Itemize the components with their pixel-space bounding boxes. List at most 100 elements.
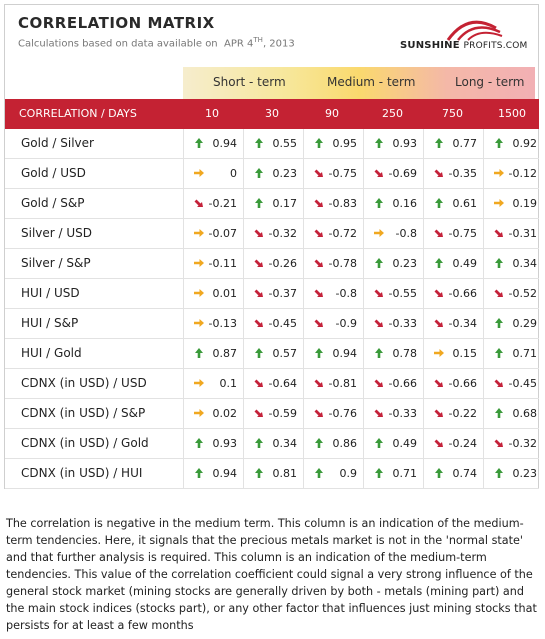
table-cell: -0.24 [423,429,483,459]
table-row: HUI / Gold 0.87 0.57 0.94 0.78 0.15 0.71 [5,339,539,369]
table-cell: 0.77 [423,129,483,159]
row-label: CDNX (in USD) / S&P [21,406,146,420]
table-cell: -0.33 [363,309,423,339]
cell-value: 0.94 [212,467,238,480]
row-label: HUI / USD [21,286,80,300]
table-cell: 0.86 [303,429,363,459]
table-cell: 0.55 [243,129,303,159]
cell-value: 0.77 [452,137,478,150]
table-cell: 0.15 [423,339,483,369]
cell-value: -0.32 [508,437,537,450]
table-cell: -0.76 [303,399,363,429]
term-long: Long - term [455,75,525,89]
arrow-up-icon [435,468,443,478]
arrow-up-icon [255,348,263,358]
arrow-down-icon [434,319,443,327]
arrow-down-icon [434,169,443,177]
arrow-down-icon [374,319,383,327]
arrow-down-icon [374,409,383,417]
cell-value: 0.55 [272,137,298,150]
table-cell: -0.72 [303,219,363,249]
cell-value: 0.57 [272,347,298,360]
arrow-up-icon [435,138,443,148]
cell-value: -0.66 [388,377,417,390]
cell-value: 0.81 [272,467,298,480]
table-cell: 0.49 [423,249,483,279]
arrow-up-icon [375,198,383,208]
table-cell: 0.71 [363,459,423,489]
table-cell: 0.34 [243,429,303,459]
cell-value: -0.9 [335,317,357,330]
table-cell: 0.61 [423,189,483,219]
arrow-up-icon [375,438,383,448]
table-cell: 0.02 [183,399,243,429]
arrow-flat-icon [194,319,204,327]
arrow-up-icon [375,348,383,358]
arrow-down-icon [434,439,443,447]
table-cell: -0.35 [423,159,483,189]
col-header-10: 10 [205,107,219,120]
col-header-250: 250 [382,107,403,120]
arrow-down-icon [314,319,323,327]
table-cell: -0.22 [423,399,483,429]
arrow-up-icon [315,468,323,478]
table-row: HUI / S&P -0.13 -0.45 -0.9 -0.33 -0.34 0.29 [5,309,539,339]
cell-value: 0.23 [392,257,418,270]
table-cell: 0.92 [483,129,543,159]
cell-value: 0.68 [512,407,538,420]
cell-value: 0 [230,167,237,180]
table-row: CDNX (in USD) / HUI 0.94 0.81 0.9 0.71 0.74 0.… [5,459,539,489]
cell-value: 0.87 [212,347,238,360]
row-label: HUI / Gold [21,346,82,360]
cell-value: -0.64 [268,377,297,390]
table-cell: -0.75 [303,159,363,189]
arrow-down-icon [314,409,323,417]
arrow-down-icon [254,259,263,267]
cell-value: 0.15 [452,347,478,360]
table-cell: 0.23 [363,249,423,279]
table-cell: -0.78 [303,249,363,279]
cell-value: 0.01 [212,287,238,300]
page-title: CORRELATION MATRIX [18,14,215,32]
cell-value: -0.55 [388,287,417,300]
table-row: CDNX (in USD) / S&P 0.02 -0.59 -0.76 -0.33 -0… [5,399,539,429]
table-cell: -0.75 [423,219,483,249]
row-label: Gold / USD [21,166,86,180]
logo: SUNSHINE PROFITS.COM [400,10,530,56]
arrow-up-icon [495,468,503,478]
table-cell: -0.81 [303,369,363,399]
subtitle-year: , 2013 [262,38,295,50]
cell-value: 0.1 [219,377,238,390]
cell-value: -0.75 [328,167,357,180]
cell-value: 0.23 [512,467,538,480]
cell-value: 0.34 [512,257,538,270]
arrow-down-icon [494,439,503,447]
table-cell: 0.23 [243,159,303,189]
cell-value: 0.34 [272,437,298,450]
term-medium: Medium - term [327,75,416,89]
table-cell: 0.9 [303,459,363,489]
row-label: Silver / USD [21,226,93,240]
column-header-row: CORRELATION / DAYS 10 30 90 250 750 1500 [5,99,539,129]
logo-word-suffix: .COM [502,41,528,51]
cell-value: -0.34 [448,317,477,330]
subtitle-prefix: Calculations based on data available on [18,38,218,50]
table-cell: 0.71 [483,339,543,369]
cell-value: -0.12 [508,167,537,180]
row-label: Gold / S&P [21,196,85,210]
cell-value: 0.93 [212,437,238,450]
arrow-up-icon [255,138,263,148]
arrow-up-icon [495,408,503,418]
col-header-1500: 1500 [498,107,526,120]
arrow-up-icon [255,438,263,448]
note-text: The correlation is negative in the mediu… [6,517,537,632]
arrow-down-icon [314,169,323,177]
arrow-up-icon [195,438,203,448]
table-cell: 0.81 [243,459,303,489]
table-cell: -0.66 [423,279,483,309]
table-cell: 0.17 [243,189,303,219]
arrow-flat-icon [194,409,204,417]
cell-value: -0.75 [448,227,477,240]
table-cell: -0.55 [363,279,423,309]
table-cell: -0.21 [183,189,243,219]
